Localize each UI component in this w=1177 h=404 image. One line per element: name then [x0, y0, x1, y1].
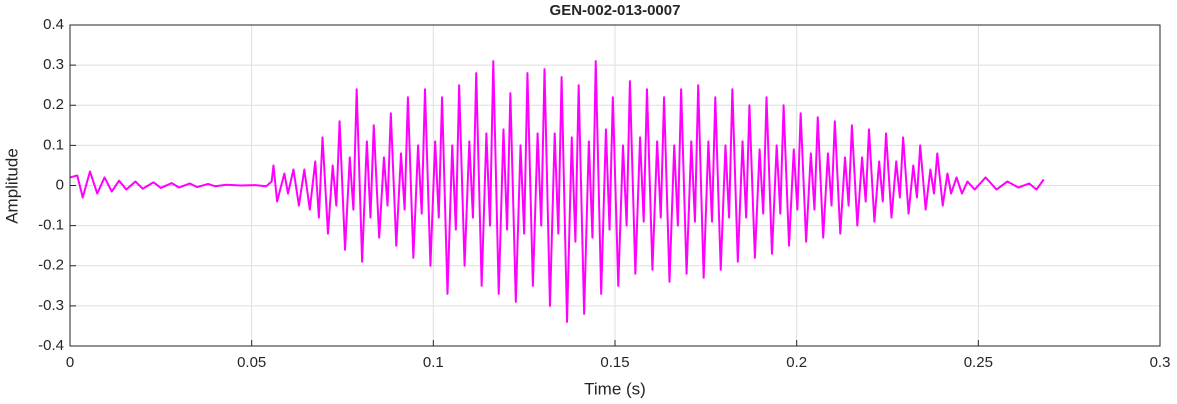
y-tick-label: 0.2: [43, 96, 64, 113]
y-tick-label: -0.4: [38, 337, 64, 354]
axes-box: [69, 24, 1161, 347]
y-tick-label: 0.3: [43, 56, 64, 73]
y-tick-label: -0.1: [38, 217, 64, 234]
x-tick-label: 0.3: [1150, 354, 1171, 371]
x-axis-label: Time (s): [584, 379, 646, 398]
y-tick-label: -0.3: [38, 297, 64, 314]
x-tick-label: 0.15: [600, 354, 629, 371]
x-tick-label: 0.2: [786, 354, 807, 371]
x-tick-label: 0.25: [964, 354, 993, 371]
chart-title: GEN-002-013-0007: [550, 2, 681, 19]
x-tick-label: 0: [66, 354, 74, 371]
y-axis-label: Amplitude: [2, 148, 21, 224]
x-tick-label: 0.1: [423, 354, 444, 371]
y-tick-label: 0.1: [43, 136, 64, 153]
y-tick-label: -0.2: [38, 257, 64, 274]
y-tick-label: 0.4: [43, 16, 64, 33]
waveform-line: [69, 60, 1045, 323]
x-tick-label: 0.05: [237, 354, 266, 371]
y-tick-label: 0: [56, 176, 64, 193]
